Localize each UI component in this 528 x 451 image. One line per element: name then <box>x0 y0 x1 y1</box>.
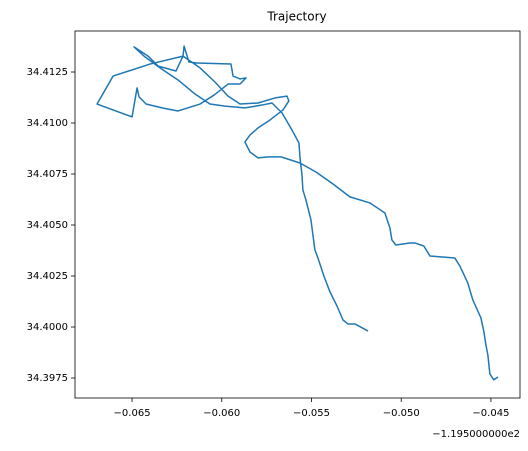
x-tick-label: −0.050 <box>383 408 420 419</box>
y-tick-label: 34.4025 <box>27 271 68 282</box>
trajectory-line <box>96 45 499 381</box>
x-tick-label: −0.060 <box>203 408 240 419</box>
x-tick-label: −0.045 <box>472 408 509 419</box>
y-tick-label: 34.3975 <box>27 373 68 384</box>
x-offset-label: −1.195000000e2 <box>432 429 520 440</box>
y-tick-label: 34.4075 <box>27 169 68 180</box>
chart-title: Trajectory <box>266 10 326 24</box>
y-tick-label: 34.4050 <box>27 220 68 231</box>
x-tick-label: −0.055 <box>293 408 330 419</box>
y-tick-label: 34.4000 <box>27 322 68 333</box>
axes-frame <box>74 30 521 399</box>
x-tick-label: −0.065 <box>114 408 151 419</box>
y-tick-label: 34.4100 <box>27 118 68 129</box>
y-tick-label: 34.4125 <box>27 67 68 78</box>
